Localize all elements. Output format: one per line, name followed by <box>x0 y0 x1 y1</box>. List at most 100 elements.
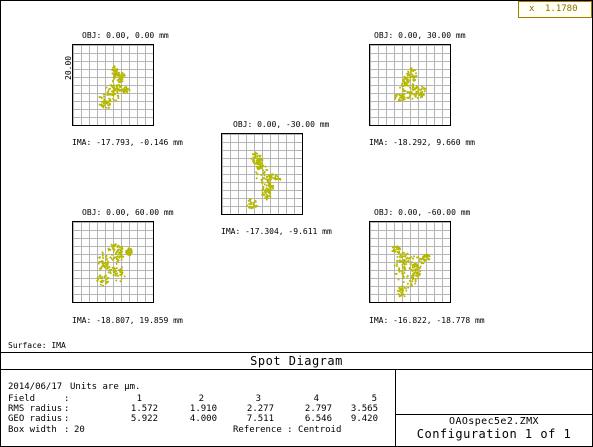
ray-point <box>263 183 266 186</box>
ray-point <box>272 177 275 180</box>
ray-point <box>409 76 412 79</box>
ray-point <box>403 80 405 83</box>
ray-point <box>421 258 424 261</box>
ray-point <box>102 284 104 287</box>
geo-1: 5.922 <box>130 414 158 424</box>
ray-point <box>107 271 110 274</box>
ray-point <box>396 255 399 258</box>
ray-point <box>100 279 103 282</box>
ray-point <box>408 279 411 282</box>
ray-point <box>401 288 404 290</box>
ray-point <box>396 260 399 263</box>
ray-point <box>393 249 396 252</box>
ray-point <box>111 253 113 256</box>
ray-point <box>264 197 267 199</box>
ray-point <box>263 171 266 173</box>
ray-point <box>412 89 415 92</box>
ray-point <box>404 268 407 270</box>
ray-point <box>261 191 264 194</box>
ray-point <box>399 294 402 297</box>
ray-point <box>256 158 259 161</box>
ray-point <box>420 94 423 97</box>
ray-point <box>118 76 121 79</box>
ray-point <box>106 102 109 105</box>
ray-point <box>113 72 116 75</box>
ray-point <box>112 250 115 252</box>
ray-point <box>402 251 405 254</box>
ray-point <box>400 269 403 272</box>
ray-point <box>122 73 125 76</box>
ray-point <box>420 87 423 90</box>
ray-point <box>110 243 113 246</box>
spot-3-ima-label: IMA: -17.304, -9.611 mm <box>221 227 332 236</box>
ray-point <box>265 187 268 190</box>
ray-point <box>261 181 264 184</box>
ray-point <box>413 93 416 96</box>
ray-point <box>412 257 415 260</box>
ray-point <box>414 282 417 285</box>
ray-point <box>256 167 259 170</box>
field-colon: : <box>64 394 70 404</box>
ray-point <box>410 284 413 287</box>
ray-point <box>260 173 263 176</box>
ray-point <box>120 277 123 280</box>
rms-5: 3.565 <box>350 404 378 414</box>
ray-point <box>252 161 255 164</box>
ray-point <box>112 274 115 277</box>
ray-point <box>96 276 99 279</box>
ray-point <box>102 257 104 259</box>
ray-point <box>418 260 421 263</box>
spot-3-plot <box>221 133 303 215</box>
ray-point <box>105 263 108 266</box>
field-2: 2 <box>198 394 204 404</box>
ray-point <box>270 173 273 176</box>
ray-point <box>413 264 416 267</box>
ray-point <box>415 72 417 75</box>
ray-point <box>269 192 272 195</box>
ray-point <box>403 75 406 78</box>
ray-point <box>121 266 124 269</box>
ray-point <box>120 254 123 257</box>
ray-point <box>105 265 108 268</box>
ray-point <box>424 258 427 261</box>
ray-point <box>416 96 419 99</box>
ray-point <box>112 86 115 89</box>
ray-point <box>265 198 268 201</box>
ray-point <box>407 70 410 73</box>
ray-point <box>405 289 408 292</box>
ray-point <box>404 253 407 256</box>
ray-point <box>402 290 404 292</box>
ray-point <box>98 260 101 263</box>
ray-point <box>398 256 401 258</box>
ray-point <box>117 97 120 100</box>
ray-point <box>401 264 404 266</box>
ray-point <box>114 256 117 259</box>
ray-point <box>400 285 403 288</box>
ray-point <box>253 159 255 162</box>
ray-point <box>411 92 414 95</box>
ray-point <box>426 256 429 259</box>
ray-point <box>256 157 259 160</box>
ray-point <box>393 245 395 248</box>
ray-point <box>114 74 117 77</box>
ray-point <box>402 96 405 99</box>
field-label: Field <box>8 394 36 404</box>
ray-point <box>397 248 400 251</box>
ray-point <box>113 248 116 251</box>
ray-point <box>98 96 101 99</box>
legend-marker: x <box>529 4 535 14</box>
ray-point <box>269 182 272 185</box>
ray-point <box>402 281 405 283</box>
ray-point <box>395 265 398 268</box>
ray-point <box>408 74 411 77</box>
ray-point <box>120 258 123 261</box>
ray-point <box>248 203 251 205</box>
ray-point <box>260 178 263 181</box>
ray-point <box>107 280 109 283</box>
ray-point <box>103 93 106 96</box>
ray-point <box>398 259 401 262</box>
geo-5: 9.420 <box>350 414 378 424</box>
ray-point <box>402 269 405 272</box>
ray-point <box>411 74 414 77</box>
ray-point <box>402 78 405 81</box>
